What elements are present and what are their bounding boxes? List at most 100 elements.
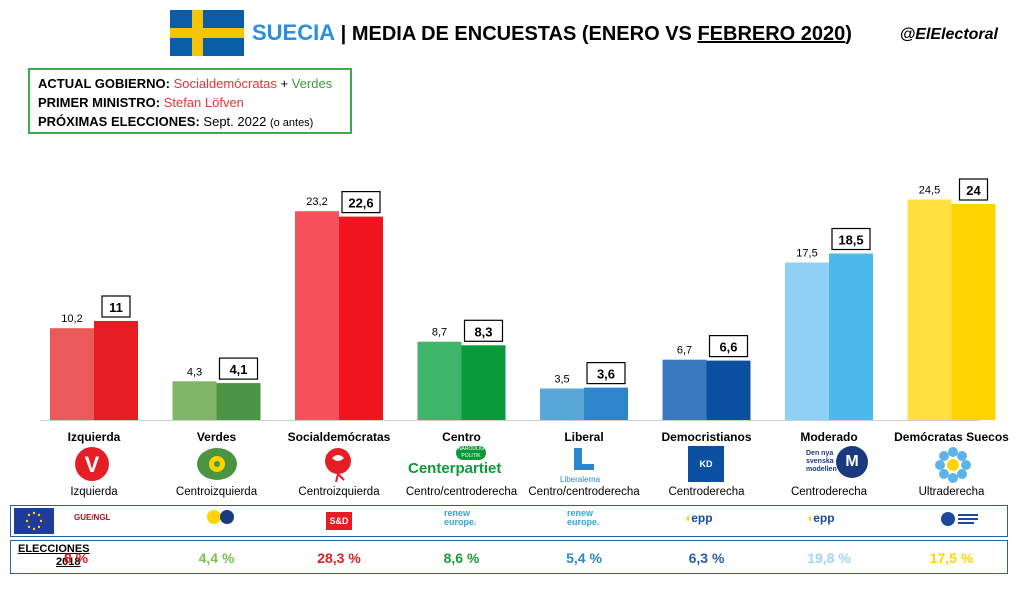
gov-party2: Verdes [291,76,333,91]
v-logo-text: V [85,452,100,477]
label-curr-1: 4,1 [229,362,247,377]
label-prev-7: 24,5 [919,185,940,197]
election-value-0: 8 % [63,550,89,566]
election-value-7: 17,5 % [929,550,974,566]
ideology-label-6: Centroderecha [790,486,868,498]
gov-label: ACTUAL GOBIERNO: [38,76,170,91]
vansterpartiet-logo-icon: V [75,447,109,481]
label-curr-6: 18,5 [838,233,863,248]
label-box-curr-2 [341,191,381,214]
label-curr-4: 3,6 [597,367,615,382]
bar-prev-0 [50,328,94,420]
label-prev-2: 23,2 [306,196,327,208]
label-box-curr-5 [708,335,749,358]
narodlig-badge: NÄRODLIG POLITIK [456,446,486,460]
moderaterna-m-badge: M [836,446,868,478]
liberalerna-wordmark: Liberalerna [560,475,601,484]
election-value-2: 28,3 % [317,550,361,566]
info-box: ACTUAL GOBIERNO: Socialdemócratas + Verd… [28,68,352,134]
author-handle: @ElElectoral [899,26,998,43]
elec-label: PRÓXIMAS ELECCIONES: [38,114,200,129]
greens-efa-logo-icon [207,510,234,524]
label-box-curr-7 [958,178,989,201]
gov-party1: Socialdemócratas [173,76,277,91]
label-prev-1: 4,3 [187,366,202,378]
epp-text-2: epp [813,511,835,525]
category-label-3: Centro [442,430,481,444]
bar-curr-3 [461,345,506,420]
title-end: ) [845,23,852,45]
sverigedemokraterna-flower-icon [935,447,971,483]
election-value-4: 5,4 % [566,550,602,566]
ideology-label-0: Izquierda [70,486,118,498]
category-label-4: Liberal [564,430,604,444]
elec-date: Sept. 2022 [203,114,267,129]
category-label-5: Democristianos [661,430,752,444]
elections-label-2: 2018 [56,556,81,568]
gov-plus: + [276,76,292,91]
epp-text-1: epp [691,511,713,525]
label-curr-5: 6,6 [719,340,737,355]
miljopartiet-sunflower-icon [197,448,237,480]
renew-europe-logo-1: renew europe. [444,508,477,527]
label-box-curr-6 [831,227,871,251]
label-curr-2: 22,6 [348,196,373,211]
sweden-flag-icon [170,10,244,56]
epp-logo-2: ◖epp [806,511,835,525]
bar-prev-5 [662,359,707,420]
category-label-2: Socialdemócratas [287,430,391,444]
bar-prev-4 [540,388,584,420]
election-value-3: 8,6 % [443,550,480,566]
bar-chart: 10,2 11 4,3 4,1 23,2 22,6 8,7 8,3 3,5 3,6 6,7 6,6 17… [50,178,996,420]
elections-label-1: ELECCIONES [18,543,90,555]
kristdemokraterna-logo-icon: KD [688,446,724,482]
s-and-d-logo: S&D [326,512,352,530]
label-box-curr-1 [218,357,259,380]
socialdemokraterna-rose-icon [325,448,351,482]
ideology-label-7: Ultraderecha [918,486,985,498]
category-label-1: Verdes [196,430,237,444]
bar-prev-2 [295,211,339,420]
ecr-logo-icon [941,512,978,526]
bar-curr-7 [951,204,996,420]
ideology-label-3: Centro/centroderecha [405,486,518,498]
moderaterna-slogan: Den nya svenska modellen [806,450,837,473]
bar-curr-2 [339,216,383,420]
label-curr-0: 11 [109,300,123,315]
bar-curr-0 [94,321,138,420]
label-box-curr-0 [101,295,131,318]
ideology-label-4: Centro/centroderecha [528,486,640,498]
label-prev-5: 6,7 [677,345,692,357]
label-box-curr-4 [586,362,626,385]
country-name: SUECIA [252,20,336,45]
election-value-1: 4,4 % [198,550,235,566]
bar-curr-6 [829,253,873,420]
title-month: FEBRERO 2020 [697,23,846,45]
bar-prev-6 [785,262,829,420]
elections-2018-row [10,540,1008,574]
election-value-5: 6,3 % [688,550,725,566]
bar-prev-7 [907,199,952,420]
chart-baseline [40,420,980,421]
ep-groups-strip [10,505,1008,537]
label-curr-7: 24 [966,183,981,198]
bar-curr-1 [216,383,261,420]
bar-curr-5 [706,360,751,420]
election-value-6: 19,8 % [807,550,851,566]
renew-europe-logo-2: renew europe. [567,508,600,527]
category-label-6: Moderado [800,430,858,444]
page-title: SUECIA | MEDIA DE ENCUESTAS (ENERO VS FE… [252,20,852,46]
category-label-0: Izquierda [67,430,121,444]
ideology-label-1: Centroizquierda [175,486,258,498]
bar-curr-4 [584,387,628,420]
moderaterna-logo-icon: Den nya svenska modellen M [806,446,870,478]
gue-ngl-text: GUE/NGL [74,513,111,522]
liberalerna-logo-icon: Liberalerna [560,446,620,484]
centerpartiet-wordmark: Centerpartiet [408,460,502,477]
label-curr-3: 8,3 [474,324,492,339]
elections-label: ELECCIONES 2018 [18,543,90,569]
label-prev-4: 3,5 [554,374,569,386]
elec-note: (o antes) [269,117,314,129]
label-box-curr-3 [463,319,504,342]
pm-label: PRIMER MINISTRO: [38,95,161,110]
